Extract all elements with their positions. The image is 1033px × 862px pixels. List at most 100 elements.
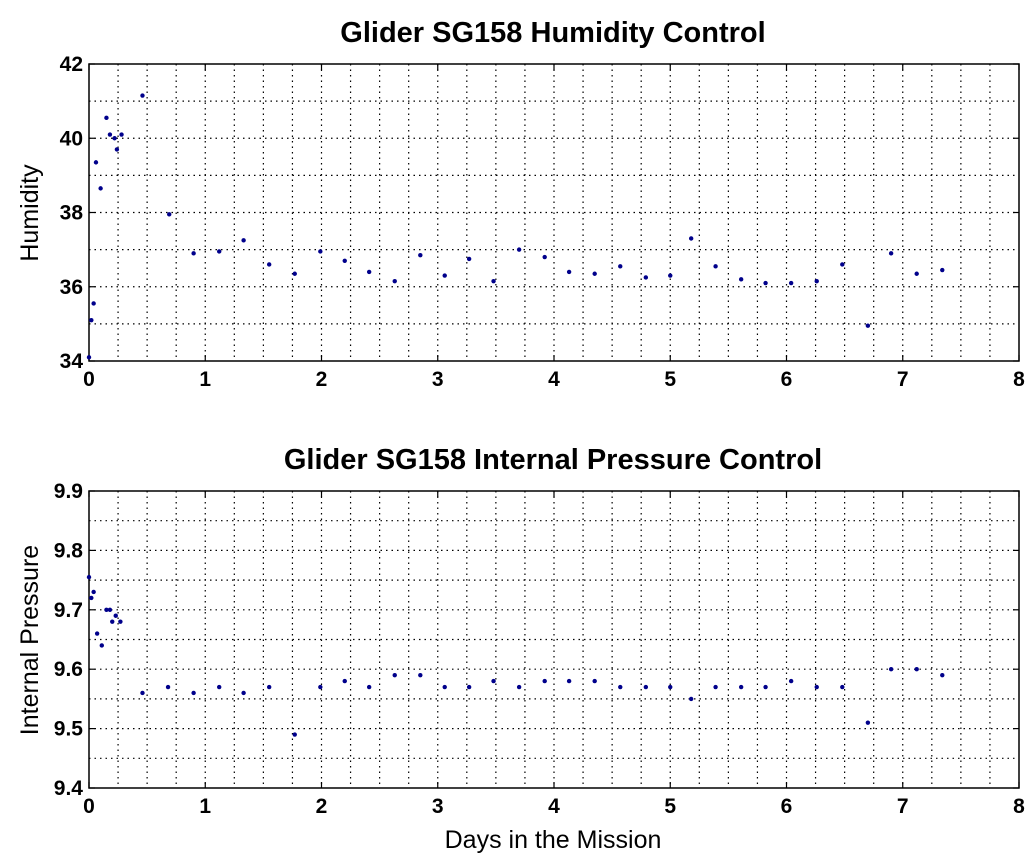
- data-point: [104, 115, 109, 121]
- x-tick-label: 2: [316, 795, 328, 818]
- y-tick-label: 40: [60, 127, 83, 150]
- data-point: [113, 613, 118, 618]
- x-tick-labels: 0 1 2 3 4 5 6 7 8: [83, 491, 1025, 818]
- data-point: [865, 323, 871, 328]
- x-tick-labels: 0 1 2 3 4 5 6 7 8: [83, 64, 1025, 391]
- y-tick-label: 9.6: [54, 658, 83, 681]
- y-tick-label: 38: [60, 202, 84, 225]
- y-tick-label: 42: [60, 53, 83, 76]
- data-point: [491, 278, 496, 284]
- chart-title: Glider SG158 Humidity Control: [340, 17, 765, 49]
- data-point: [713, 264, 718, 269]
- data-point: [99, 643, 104, 648]
- data-point: [940, 672, 945, 678]
- y-tick-label: 9.7: [54, 599, 83, 622]
- data-point: [516, 684, 522, 690]
- data-point: [618, 264, 623, 269]
- x-tick-label: 3: [432, 368, 444, 391]
- data-point: [112, 136, 117, 141]
- data-point: [914, 667, 919, 672]
- data-point: [266, 684, 272, 690]
- x-tick-label: 4: [548, 795, 560, 818]
- data-point: [167, 212, 172, 217]
- data-point: [91, 589, 96, 595]
- data-point: [713, 684, 718, 690]
- x-tick-label: 8: [1013, 368, 1025, 391]
- data-point: [292, 732, 297, 737]
- y-axis-label: Humidity: [16, 164, 44, 262]
- x-tick-label: 5: [664, 368, 676, 391]
- x-tick-label: 0: [83, 795, 95, 818]
- data-point: [516, 247, 522, 252]
- data-point: [342, 678, 347, 684]
- data-point: [865, 720, 871, 725]
- data-point: [86, 574, 92, 580]
- data-point: [888, 667, 894, 672]
- data-point: [217, 684, 222, 690]
- data-point: [98, 186, 103, 191]
- data-point: [93, 160, 99, 165]
- data-point: [466, 256, 472, 262]
- data-point: [442, 684, 447, 690]
- data-point: [119, 132, 124, 137]
- data-point: [788, 280, 794, 286]
- y-tick-label: 34: [60, 350, 84, 373]
- data-point: [191, 251, 196, 256]
- data-points: [86, 574, 945, 737]
- data-point: [318, 684, 323, 690]
- x-tick-label: 6: [781, 368, 793, 391]
- data-point: [814, 684, 819, 690]
- data-point: [466, 684, 472, 690]
- data-point: [668, 684, 673, 690]
- y-tick-labels: 9.4 9.5 9.6 9.7 9.8 9.9: [54, 480, 1019, 800]
- data-point: [542, 254, 547, 260]
- data-point: [418, 252, 423, 258]
- y-axis-label: Internal Pressure: [16, 545, 44, 735]
- data-point: [566, 269, 572, 275]
- data-point: [118, 619, 123, 624]
- data-point: [104, 607, 109, 612]
- data-point: [566, 678, 572, 684]
- data-point: [592, 678, 597, 684]
- data-point: [91, 301, 96, 306]
- data-point: [940, 267, 945, 273]
- data-point: [643, 275, 649, 280]
- data-point: [688, 236, 694, 241]
- x-axis-label: Days in the Mission: [445, 826, 662, 854]
- y-tick-label: 9.9: [54, 480, 83, 503]
- data-point: [914, 271, 919, 276]
- data-point: [643, 684, 649, 690]
- data-point: [668, 273, 673, 278]
- data-point: [542, 678, 547, 684]
- grid: [89, 64, 1019, 361]
- data-point: [888, 251, 894, 256]
- data-point: [392, 278, 397, 284]
- data-point: [318, 249, 323, 254]
- data-point: [107, 607, 113, 612]
- data-point: [814, 278, 819, 284]
- data-point: [442, 273, 447, 278]
- data-point: [241, 690, 246, 696]
- data-point: [110, 619, 115, 624]
- y-tick-label: 9.4: [54, 777, 84, 800]
- y-tick-labels: 34 36 38 40 42: [60, 53, 1019, 373]
- data-point: [763, 280, 768, 286]
- data-point: [366, 684, 372, 690]
- data-point: [292, 271, 297, 276]
- data-point: [140, 690, 145, 696]
- data-point: [738, 277, 744, 282]
- x-tick-label: 8: [1013, 795, 1025, 818]
- x-tick-label: 4: [548, 368, 560, 391]
- data-point: [840, 262, 845, 267]
- y-tick-label: 36: [60, 276, 83, 299]
- data-point: [840, 684, 845, 690]
- x-tick-label: 7: [897, 795, 909, 818]
- y-tick-label: 9.8: [54, 539, 84, 562]
- data-point: [392, 672, 397, 678]
- x-tick-label: 1: [199, 795, 211, 818]
- data-point: [366, 269, 372, 275]
- x-tick-label: 3: [432, 795, 444, 818]
- data-point: [89, 317, 94, 323]
